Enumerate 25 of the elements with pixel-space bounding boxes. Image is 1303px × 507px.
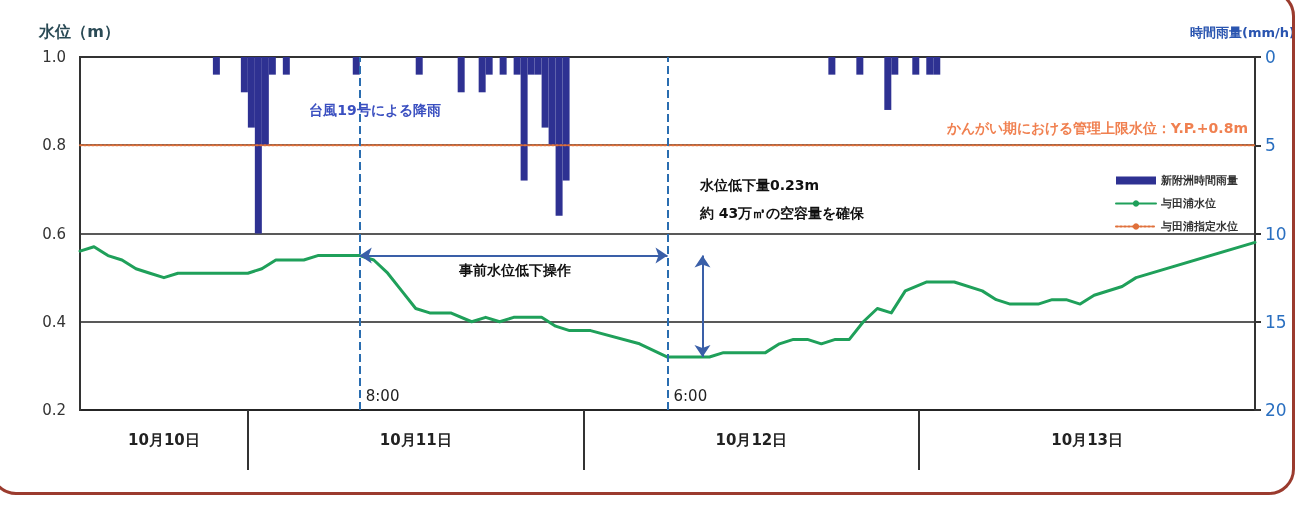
legend-label: 与田浦指定水位 — [1160, 220, 1238, 233]
y-tick-label: 0.2 — [42, 401, 66, 419]
annotation: かんがい期における管理上限水位：Y.P.+0.8m — [945, 120, 1248, 136]
y-tick-label: 1.0 — [42, 48, 66, 66]
x-tick-label: 10月12日 — [715, 430, 788, 449]
y-tick-label: 0.6 — [42, 224, 66, 243]
y2-tick-label: 10 — [1265, 223, 1287, 244]
annotation: 水位低下量0.23m — [699, 177, 820, 193]
x-tick-label: 10月13日 — [1051, 430, 1124, 449]
y2-tick-label: 5 — [1265, 135, 1276, 156]
legend-label: 与田浦水位 — [1160, 197, 1216, 210]
legend-label: 新附洲時間雨量 — [1160, 174, 1238, 187]
y2-tick-label: 20 — [1265, 400, 1287, 420]
y2-tick-label: 0 — [1265, 47, 1276, 67]
annotation: 事前水位低下操作 — [458, 262, 571, 278]
ref-line-label: 8:00 — [365, 387, 400, 405]
y-axis-title: 水位（m） — [38, 21, 120, 41]
y-tick-label: 0.8 — [42, 136, 66, 155]
ref-line-label: 6:00 — [673, 387, 708, 405]
y2-tick-label: 15 — [1265, 311, 1287, 332]
annotation: 台風19号による降雨 — [309, 102, 441, 118]
x-tick-label: 10月10日 — [128, 430, 200, 449]
y-tick-label: 0.4 — [42, 312, 66, 331]
x-tick-label: 10月11日 — [379, 430, 452, 449]
annotation: 約 43万㎥の空容量を確保 — [699, 205, 866, 221]
